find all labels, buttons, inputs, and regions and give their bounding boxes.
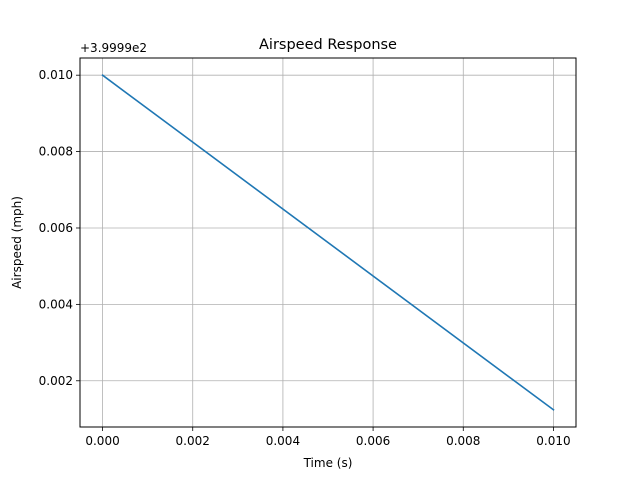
x-tick-label: 0.004	[266, 434, 300, 448]
x-axis-label: Time (s)	[303, 456, 353, 470]
y-tick-label: 0.004	[39, 297, 73, 311]
y-offset-label: +3.9999e2	[80, 41, 147, 55]
x-ticks: 0.000 0.002 0.004 0.006 0.008 0.010	[85, 427, 571, 448]
x-tick-label: 0.002	[176, 434, 210, 448]
x-tick-label: 0.000	[85, 434, 119, 448]
chart-title: Airspeed Response	[259, 37, 397, 53]
series-group	[101, 74, 555, 411]
y-axis-label: Airspeed (mph)	[10, 196, 24, 289]
y-ticks: 0.002 0.004 0.006 0.008 0.010	[39, 68, 80, 388]
x-tick-label: 0.010	[536, 434, 570, 448]
plot-frame	[79, 57, 577, 428]
y-tick-label: 0.006	[39, 221, 73, 235]
y-tick-label: 0.002	[39, 374, 73, 388]
y-tick-label: 0.010	[39, 68, 73, 82]
grid	[80, 58, 576, 427]
series-line	[101, 74, 555, 411]
y-tick-label: 0.008	[39, 145, 73, 159]
x-tick-label: 0.008	[446, 434, 480, 448]
x-tick-label: 0.006	[356, 434, 390, 448]
